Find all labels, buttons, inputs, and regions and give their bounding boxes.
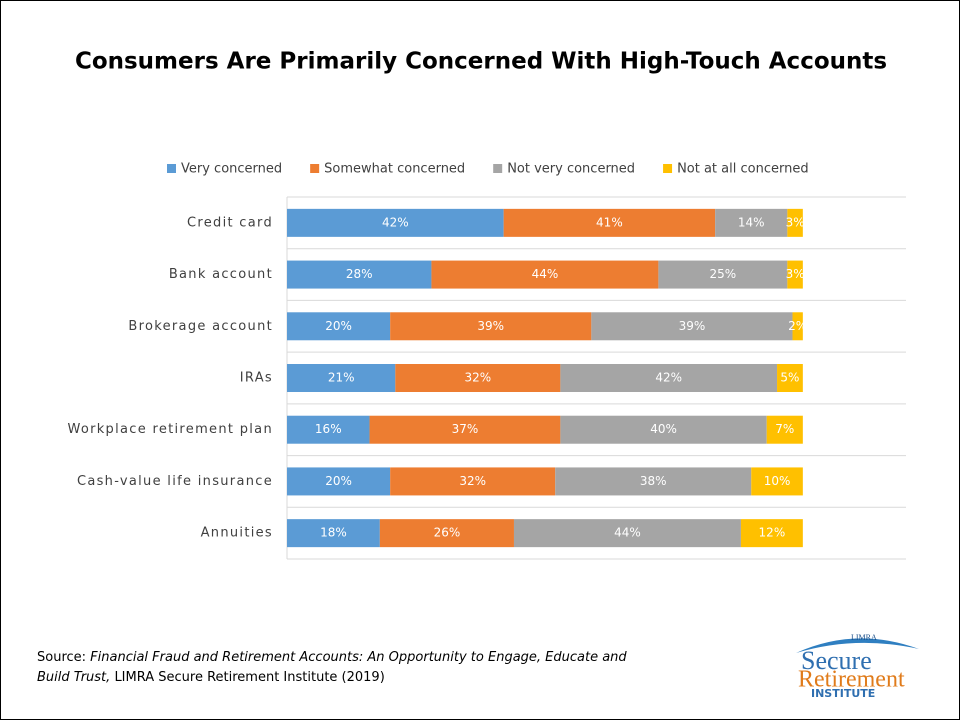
value-label: 42% (382, 215, 409, 229)
bar-segment (431, 260, 659, 289)
bar-segment (777, 364, 803, 392)
value-label: 3% (786, 215, 805, 229)
logo: LIMRA Secure Retirement INSTITUTE (796, 633, 919, 700)
bar-segment (287, 364, 396, 392)
y-tick-label: Workplace retirement plan (67, 422, 273, 437)
value-label: 41% (596, 215, 623, 229)
legend-label: Not at all concerned (677, 162, 809, 177)
y-tick-label: Brokerage account (128, 319, 273, 334)
y-tick-label: IRAs (240, 371, 273, 386)
bar-segment (591, 312, 793, 341)
value-label: 10% (764, 474, 791, 488)
bar-segment (369, 415, 561, 444)
source-title: Financial Fraud and Retirement Accounts:… (37, 650, 627, 685)
value-label: 26% (434, 526, 461, 540)
bar-segment (287, 260, 432, 289)
logo-text: LIMRA (851, 633, 877, 642)
value-label: 32% (459, 474, 486, 488)
bar-segment (560, 415, 767, 444)
bar-segment (555, 467, 752, 496)
y-tick-label: Credit card (187, 215, 273, 230)
bar-segment (390, 312, 592, 341)
y-tick-label: Cash-value life insurance (77, 474, 273, 489)
value-label: 39% (679, 319, 706, 333)
value-label: 12% (759, 526, 786, 540)
value-label: 5% (780, 371, 799, 385)
value-label: 3% (786, 267, 805, 281)
legend-label: Not very concerned (507, 162, 635, 177)
legend-swatch (167, 164, 176, 173)
value-label: 7% (775, 422, 794, 436)
bar-segment (390, 467, 556, 496)
value-label: 44% (614, 526, 641, 540)
bar-segment (715, 208, 788, 237)
bar-segment (751, 467, 803, 496)
value-label: 40% (650, 422, 677, 436)
bar-segment (287, 519, 380, 548)
bar-segment (787, 208, 803, 237)
value-label: 44% (532, 267, 559, 281)
value-label: 18% (320, 526, 347, 540)
bar-segment (740, 519, 803, 548)
logo-text: Retirement (798, 667, 905, 693)
value-label: 16% (315, 422, 342, 436)
value-label: 20% (325, 474, 352, 488)
legend-swatch (663, 164, 673, 173)
value-label: 38% (640, 474, 667, 488)
bar-segment (766, 415, 803, 444)
bar-segment (287, 415, 370, 444)
value-label: 37% (452, 422, 479, 436)
bar-segment (513, 519, 741, 548)
value-label: 42% (655, 371, 682, 385)
chart-title: Consumers Are Primarily Concerned With H… (75, 49, 887, 75)
value-label: 21% (328, 371, 355, 385)
logo-text: Secure (801, 646, 872, 675)
bar-segment (287, 467, 391, 496)
value-label: 2% (788, 319, 807, 333)
legend-label: Very concerned (181, 162, 282, 177)
source-note: Source: Financial Fraud and Retirement A… (37, 648, 637, 688)
value-label: 39% (477, 319, 504, 333)
bar-segment (658, 260, 788, 289)
value-label: 28% (346, 267, 373, 281)
bar-segment (792, 312, 803, 341)
source-prefix: Source: (37, 650, 87, 665)
bar-segment (287, 208, 504, 237)
bar-segment (287, 312, 391, 341)
value-label: 20% (325, 319, 352, 333)
value-label: 14% (738, 215, 765, 229)
bar-segment (395, 364, 561, 392)
legend-label: Somewhat concerned (324, 162, 465, 177)
logo-arc (796, 638, 919, 653)
y-tick-label: Bank account (169, 267, 273, 282)
bar-segment (560, 364, 778, 392)
legend-swatch (310, 164, 320, 173)
bar-segment (787, 260, 803, 289)
value-label: 25% (710, 267, 737, 281)
bar-segment (503, 208, 716, 237)
value-label: 32% (465, 371, 492, 385)
logo-text: INSTITUTE (811, 687, 875, 700)
legend-swatch (493, 164, 503, 173)
source-suffix: LIMRA Secure Retirement Institute (2019) (114, 670, 385, 685)
y-tick-label: Annuities (201, 526, 273, 541)
bar-segment (379, 519, 514, 548)
